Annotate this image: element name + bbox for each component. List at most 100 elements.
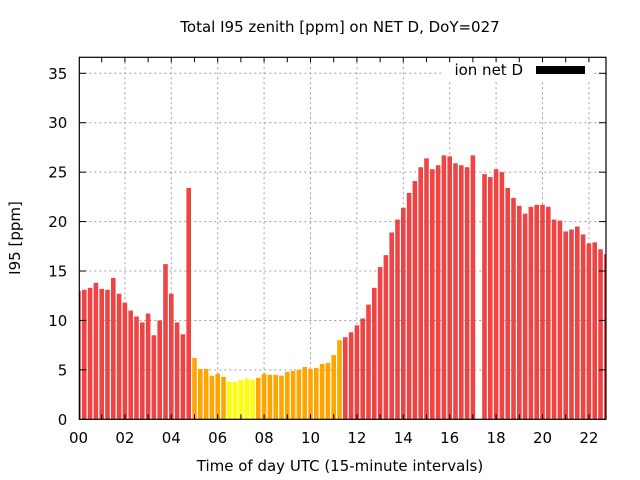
- bar: [227, 381, 232, 420]
- bar: [534, 204, 539, 420]
- bar: [372, 287, 377, 420]
- bar: [435, 165, 441, 420]
- x-axis-label: Time of day UTC (15-minute intervals): [196, 457, 483, 475]
- bar: [517, 205, 522, 420]
- legend: ion net D: [444, 60, 594, 80]
- x-tick-labels: 00 02 04 06 08 10 12 14 16 18 20 22: [69, 429, 598, 447]
- bar: [366, 304, 371, 420]
- x-tick-label: 22: [579, 429, 598, 447]
- y-tick-label: 15: [48, 263, 67, 281]
- bar: [522, 213, 528, 420]
- x-tick-label: 20: [533, 429, 552, 447]
- y-tick-label: 30: [48, 114, 67, 132]
- bar: [285, 371, 290, 420]
- bar: [598, 249, 603, 420]
- bar: [470, 155, 476, 420]
- bar: [557, 220, 563, 420]
- legend-label: ion net D: [454, 61, 523, 79]
- bar: [250, 379, 255, 420]
- y-tick-label: 10: [48, 312, 67, 330]
- bar: [453, 163, 458, 420]
- bar: [592, 242, 597, 420]
- bar: [111, 277, 116, 420]
- bar: [267, 374, 273, 420]
- bar: [192, 358, 197, 420]
- bar: [499, 172, 505, 420]
- plot-frame: [78, 56, 607, 420]
- bar: [586, 243, 592, 420]
- bar: [528, 206, 534, 420]
- bar: [418, 167, 423, 420]
- y-tick-label: 5: [58, 361, 68, 379]
- x-tick-label: 02: [115, 429, 134, 447]
- bar: [314, 367, 319, 420]
- bar: [198, 368, 203, 420]
- bar: [540, 204, 545, 420]
- bar: [325, 362, 331, 420]
- bar: [383, 255, 389, 420]
- x-tick-label: 14: [394, 429, 413, 447]
- bar: [319, 363, 325, 420]
- bar: [551, 219, 557, 420]
- bar: [406, 192, 412, 420]
- bar: [604, 254, 607, 420]
- bar: [563, 231, 568, 420]
- bar: [395, 219, 400, 420]
- y-tick-label: 25: [48, 164, 67, 182]
- bar: [459, 165, 464, 420]
- bar: [134, 316, 139, 420]
- x-tick-label: 16: [440, 429, 459, 447]
- bar: [122, 302, 128, 420]
- bar: [209, 375, 215, 420]
- bar: [569, 229, 574, 420]
- bar: [464, 167, 470, 420]
- bar: [186, 187, 191, 420]
- bar: [493, 169, 499, 420]
- bar: [261, 373, 267, 420]
- bar: [412, 181, 418, 420]
- bar: [296, 369, 302, 420]
- bar: [93, 282, 99, 420]
- bar: [505, 187, 510, 420]
- bar: [447, 156, 452, 420]
- y-tick-label: 20: [48, 213, 67, 231]
- bar: [575, 226, 580, 420]
- bar: [354, 325, 360, 420]
- y-tick-labels: 0 5 10 15 20 25 30 35: [48, 65, 67, 429]
- bar: [441, 155, 447, 420]
- legend-background: [444, 60, 594, 80]
- bar: [203, 368, 209, 420]
- legend-swatch: [536, 66, 585, 74]
- chart-title: Total I95 zenith [ppm] on NET D, DoY=027: [179, 18, 499, 36]
- bar: [151, 335, 157, 420]
- bar: [348, 332, 354, 420]
- x-tick-label: 00: [69, 429, 88, 447]
- bar: [580, 234, 586, 420]
- bar: [221, 376, 226, 420]
- bar: [401, 207, 406, 420]
- bar: [140, 322, 145, 420]
- bar: [430, 169, 435, 420]
- bar: [87, 287, 93, 420]
- bar: [232, 381, 238, 420]
- x-tick-label: 04: [162, 429, 181, 447]
- y-axis-label: I95 [ppm]: [6, 201, 24, 275]
- bar: [169, 293, 174, 420]
- bar: [360, 318, 365, 420]
- bar: [488, 177, 493, 420]
- bars: [79, 155, 607, 420]
- bar: [157, 320, 162, 420]
- bar: [215, 373, 220, 420]
- bar: [128, 310, 133, 420]
- bar: [377, 267, 383, 420]
- bar: [163, 264, 168, 420]
- bar: [256, 377, 261, 420]
- bar: [273, 374, 278, 420]
- bar: [424, 158, 429, 420]
- bar: [482, 174, 487, 420]
- y-tick-label: 35: [48, 65, 67, 83]
- x-tick-label: 10: [301, 429, 320, 447]
- bar: [337, 340, 342, 420]
- x-tick-label: 06: [208, 429, 227, 447]
